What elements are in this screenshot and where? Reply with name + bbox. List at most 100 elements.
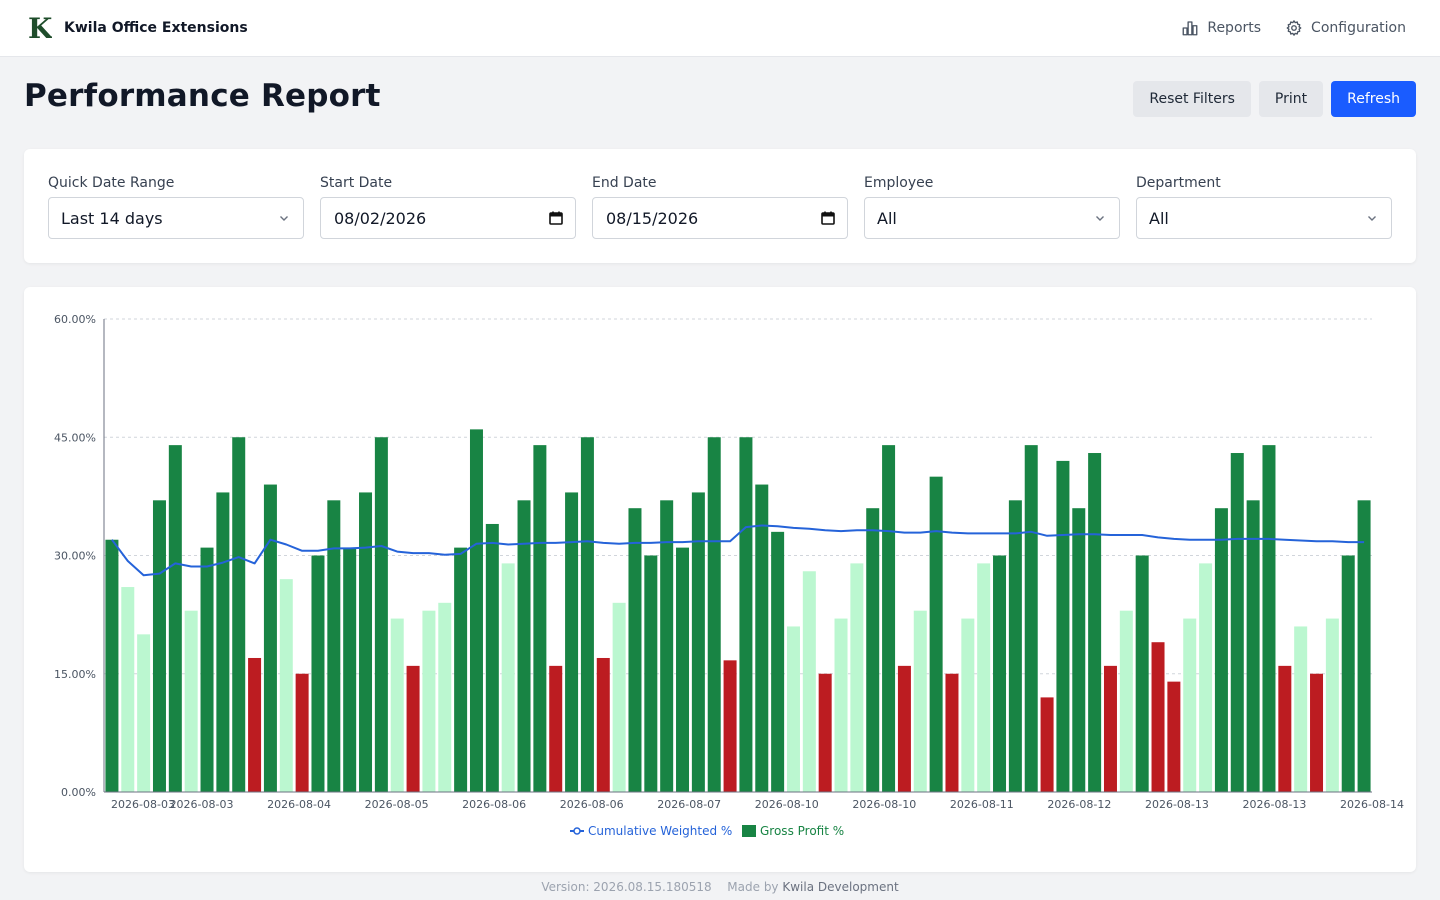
refresh-button[interactable]: Refresh [1331,81,1416,117]
brand-name: Kwila Office Extensions [64,20,248,36]
filters-panel: Quick Date Range Last 14 days Start Date… [24,149,1416,263]
y-tick-label: 0.00% [61,786,96,799]
x-tick-label: 2026-08-10 [755,798,819,811]
bar [771,531,785,792]
bar [1214,508,1228,792]
bar [866,508,880,792]
top-navbar: K Kwila Office Extensions Reports Config… [0,0,1440,57]
bar [1119,610,1133,792]
bar [945,673,959,792]
y-tick-label: 60.00% [54,313,96,326]
reset-filters-button[interactable]: Reset Filters [1133,81,1251,117]
bar [343,547,357,792]
bar [1072,508,1086,792]
bar [1262,445,1276,792]
bar [596,657,610,792]
bar [469,429,483,792]
department-select[interactable]: All [1136,197,1392,239]
nav-configuration-label: Configuration [1311,20,1406,36]
bar [1325,618,1339,792]
gear-icon [1286,20,1302,36]
bar [359,492,373,792]
bar [279,579,293,792]
bar [1008,500,1022,792]
bar [786,626,800,792]
y-tick-label: 15.00% [54,668,96,681]
employee-select[interactable]: All [864,197,1120,239]
chevron-down-icon [1368,216,1376,221]
print-button[interactable]: Print [1258,81,1324,117]
y-tick-label: 45.00% [54,431,96,444]
x-tick-label: 2026-08-03 [170,798,234,811]
bar [1341,555,1355,792]
end-date-value: 08/15/2026 [606,208,699,228]
x-tick-label: 2026-08-04 [267,798,331,811]
cumulative-line [111,524,1365,577]
bar [755,484,769,792]
end-date-input[interactable]: 08/15/2026 [592,197,848,239]
bar [1278,665,1292,792]
bar [565,492,579,792]
bar [327,500,341,792]
bar [248,657,262,792]
bar [644,555,658,792]
bar-chart-icon [1182,21,1198,36]
start-date-input[interactable]: 08/02/2026 [320,197,576,239]
quick-date-range-value: Last 14 days [61,208,163,228]
kwila-logo-icon: K [28,14,52,42]
bar [454,547,468,792]
bar [438,602,452,792]
bar [850,563,864,792]
bar [1151,642,1165,792]
bar [612,602,626,792]
bar [1088,453,1102,792]
start-date-value: 08/02/2026 [334,208,427,228]
bar [676,547,690,792]
developer-link[interactable]: Kwila Development [782,880,899,894]
nav-reports[interactable]: Reports [1181,17,1261,39]
bar [977,563,991,792]
bar [485,523,499,792]
nav-reports-label: Reports [1207,20,1262,36]
employee-field: Employee All [864,175,1120,239]
employee-label: Employee [864,175,934,191]
department-value: All [1149,208,1169,228]
department-label: Department [1136,175,1221,191]
bar [1294,626,1308,792]
bar [739,437,753,792]
bar [390,618,404,792]
brand[interactable]: K Kwila Office Extensions [28,14,248,42]
employee-value: All [877,208,897,228]
bar [232,437,246,792]
footer: Version: 2026.08.15.180518 Made by Kwila… [0,880,1440,894]
bar [1199,563,1213,792]
bar [1167,681,1181,792]
bar [929,476,943,792]
bar [660,500,674,792]
bar [374,437,388,792]
bar [1056,460,1070,792]
bar [1357,500,1371,792]
x-tick-label: 2026-08-13 [1145,798,1209,811]
calendar-icon[interactable] [549,211,563,225]
bar [216,492,230,792]
y-tick-label: 30.00% [54,550,96,563]
nav-configuration[interactable]: Configuration [1285,17,1406,39]
bar [1135,555,1149,792]
department-field: Department All [1136,175,1392,239]
x-tick-label: 2026-08-07 [657,798,721,811]
bar [406,665,420,792]
quick-date-range-select[interactable]: Last 14 days [48,197,304,239]
bar [628,508,642,792]
calendar-icon[interactable] [821,211,835,225]
version-text: Version: 2026.08.15.180518 [541,880,712,894]
performance-chart: 0.00% 15.00% 30.00% 45.00% 60.00% 2026-08-03 2… [54,313,1404,838]
chevron-down-icon [1096,216,1104,221]
bar [834,618,848,792]
bar [105,539,119,792]
bar [707,437,721,792]
legend-label-cumulative: Cumulative Weighted % [588,824,732,838]
start-date-field: Start Date 08/02/2026 [320,175,576,239]
x-tick-label: 2026-08-06 [560,798,624,811]
x-tick-label: 2026-08-12 [1047,798,1111,811]
